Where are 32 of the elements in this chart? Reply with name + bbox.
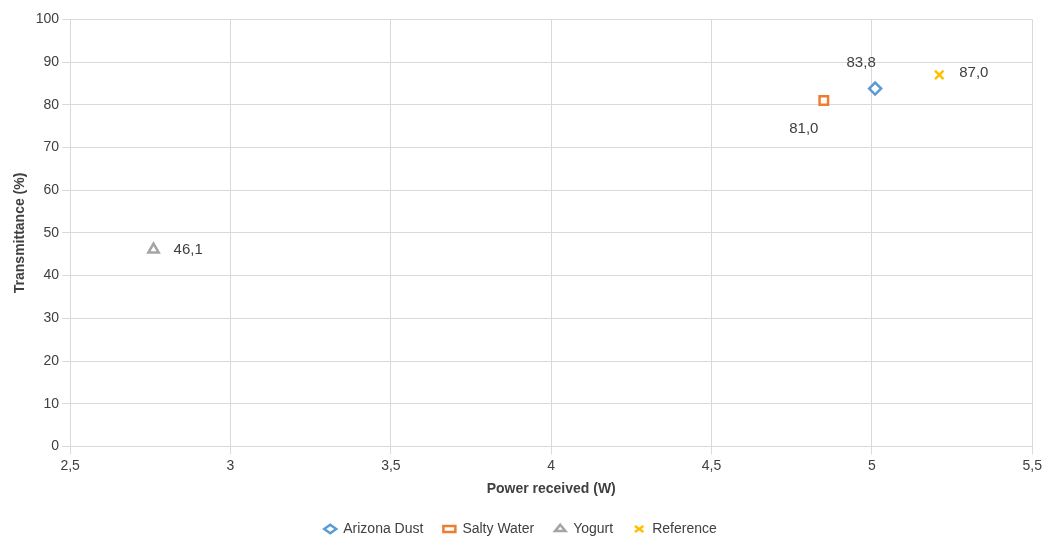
x-tick-label: 3: [226, 456, 235, 473]
y-tick-label: 80: [43, 95, 60, 112]
data-label: 46,1: [173, 239, 203, 257]
data-label: 81,0: [789, 118, 819, 136]
legend-label: Yogurt: [573, 519, 614, 536]
point: [933, 69, 945, 81]
legend-label: Salty Water: [462, 519, 535, 536]
y-tick-label: 60: [43, 181, 60, 198]
y-tick-label: 10: [43, 394, 60, 411]
y-tick-label: 40: [43, 266, 60, 283]
y-tick-label: 30: [43, 309, 60, 326]
data-label: 83,8: [846, 52, 876, 70]
y-tick-label: 90: [43, 52, 60, 69]
y-tick-label: 0: [51, 437, 60, 454]
legend-label: Reference: [652, 519, 717, 536]
data-label: 87,0: [959, 63, 989, 81]
x-axis-title: Power received (W): [486, 480, 616, 497]
point: [867, 81, 883, 96]
legend-label: Arizona Dust: [343, 519, 424, 536]
x-tick-label: 5: [868, 456, 877, 473]
x-tick-label: 2,5: [60, 456, 81, 473]
x-tick-label: 4,5: [701, 456, 722, 473]
point: [147, 242, 160, 254]
x-tick-label: 5,5: [1022, 456, 1043, 473]
y-tick-label: 20: [43, 351, 60, 368]
y-tick-label: 100: [35, 10, 60, 27]
point: [818, 95, 830, 107]
x-tick-label: 3,5: [381, 456, 401, 473]
y-tick-label: 70: [43, 138, 60, 155]
x-tick-label: 4: [547, 456, 556, 473]
y-axis-title: Transmittance (%): [11, 172, 28, 294]
y-tick-label: 50: [43, 223, 60, 240]
